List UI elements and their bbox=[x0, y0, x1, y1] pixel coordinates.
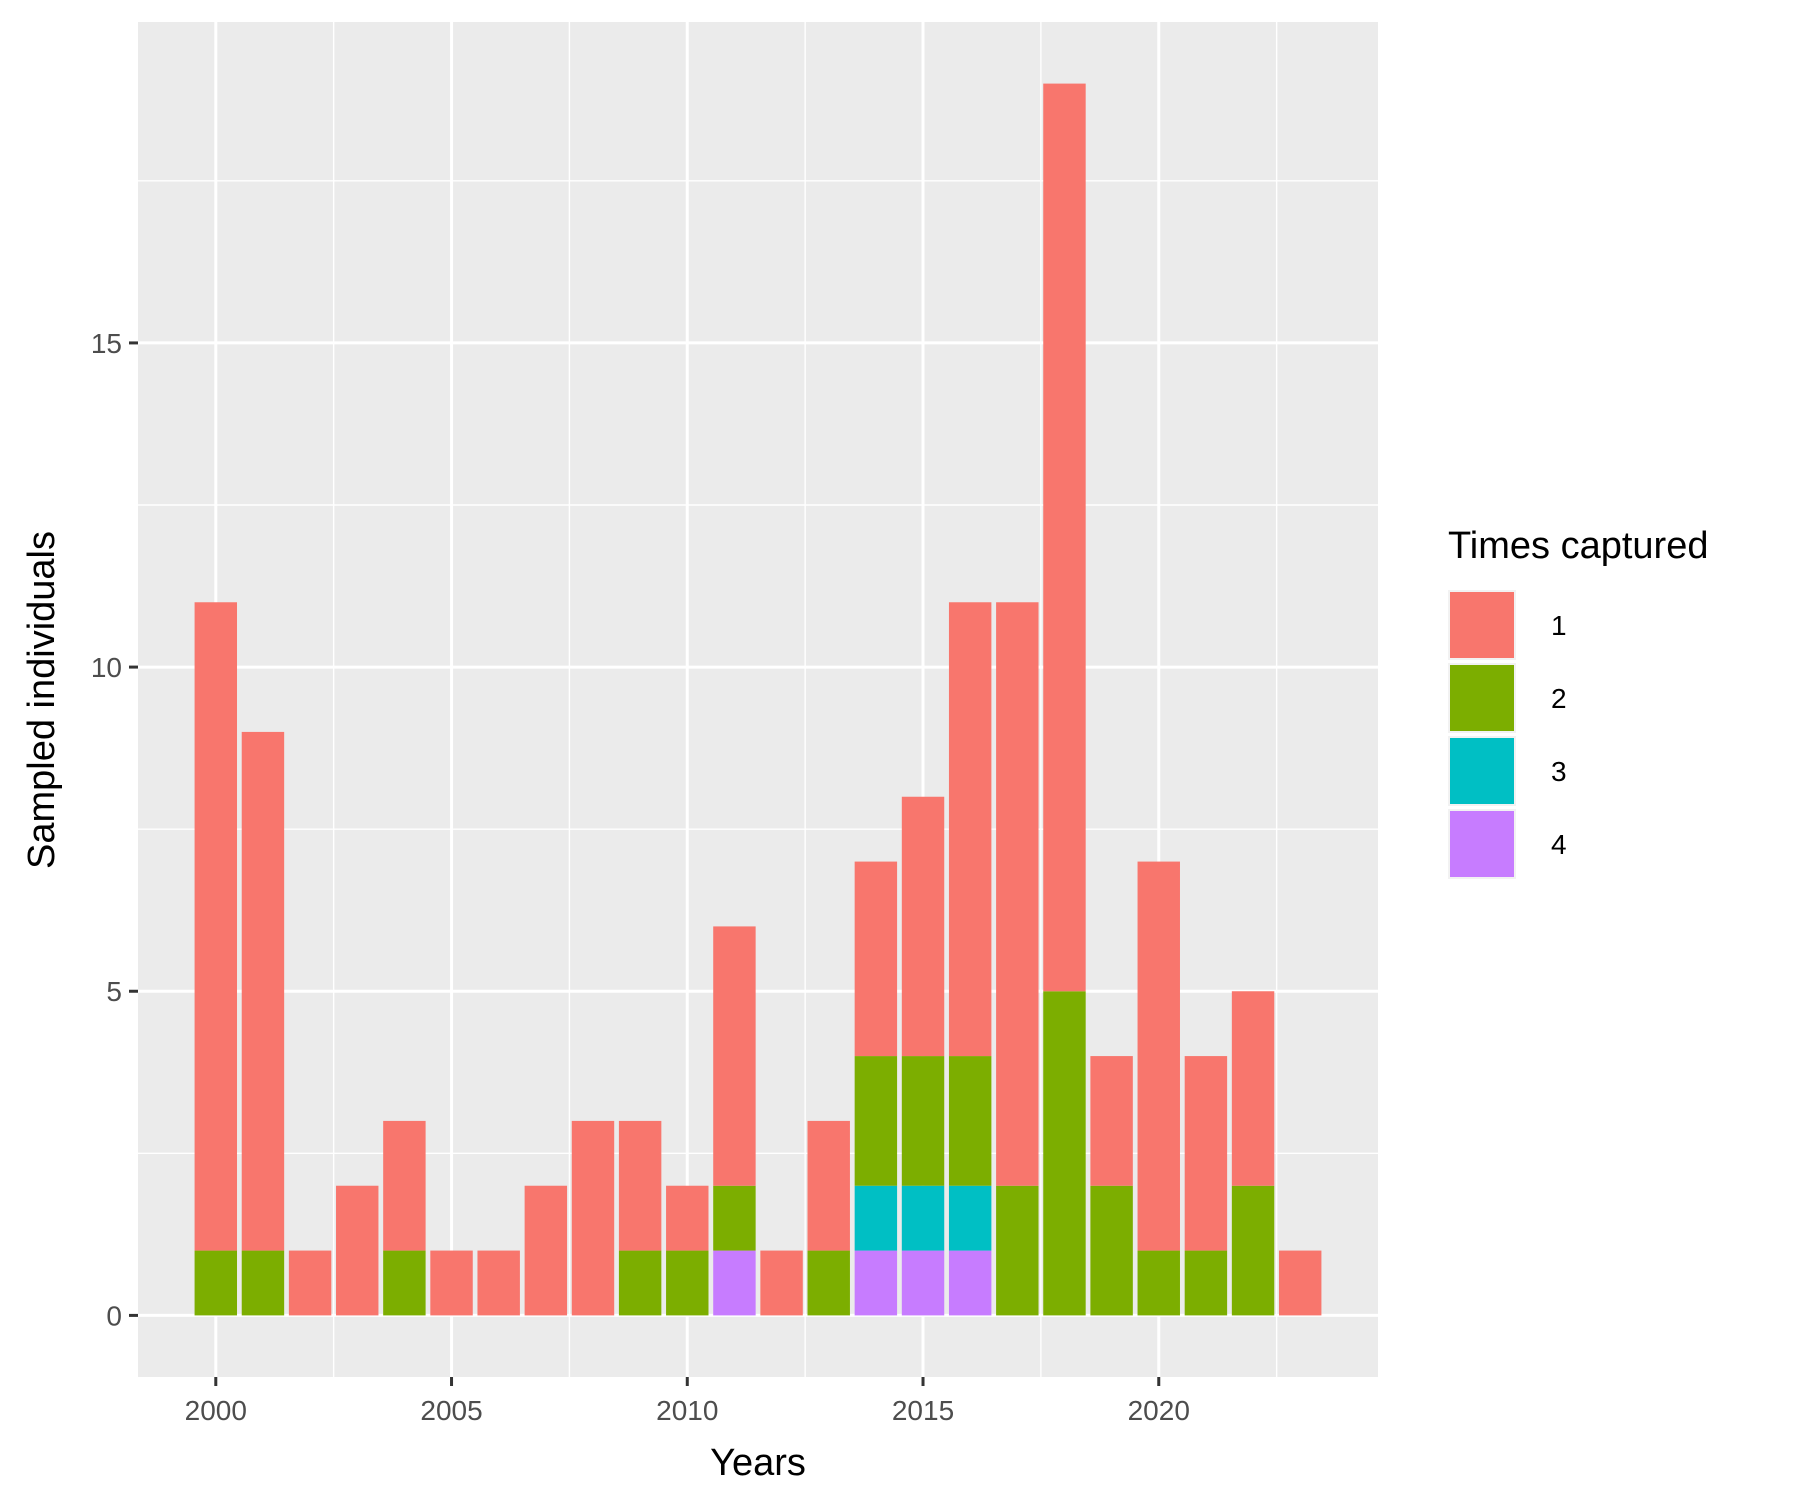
bar-segment-2016-captured-1 bbox=[948, 602, 992, 1057]
bar-segment-2016-captured-2 bbox=[948, 1056, 992, 1186]
legend-title: Times captured bbox=[1448, 525, 1708, 567]
bar-segment-2000-captured-1 bbox=[194, 602, 238, 1251]
bars bbox=[194, 83, 1322, 1316]
bar-segment-2015-captured-4 bbox=[901, 1250, 945, 1316]
bar-segment-2017-captured-1 bbox=[996, 602, 1039, 1186]
bar-segment-2011-captured-1 bbox=[713, 926, 756, 1186]
bar-segment-2014-captured-3 bbox=[854, 1185, 898, 1251]
bar-segment-2019-captured-2 bbox=[1090, 1185, 1133, 1316]
y-axis-title: Sampled individuals bbox=[21, 531, 63, 869]
y-tick-label: 15 bbox=[91, 328, 122, 359]
bar-segment-2014-captured-1 bbox=[854, 861, 898, 1057]
legend-swatch-1 bbox=[1450, 592, 1514, 658]
bar-segment-2022-captured-2 bbox=[1231, 1185, 1275, 1316]
legend-label-2: 2 bbox=[1551, 683, 1567, 714]
legend-swatch-4 bbox=[1450, 811, 1514, 877]
x-axis-ticks: 2000 2005 2010 2015 2020 bbox=[185, 1377, 1190, 1426]
x-tick-label: 2005 bbox=[420, 1395, 482, 1426]
bar-segment-2018-captured-1 bbox=[1043, 83, 1086, 992]
bar-segment-2013-captured-2 bbox=[807, 1250, 850, 1316]
bar-segment-2011-captured-2 bbox=[713, 1185, 756, 1251]
bar-segment-2020-captured-2 bbox=[1137, 1250, 1180, 1316]
minor-grid bbox=[138, 22, 1378, 1377]
bar-segment-2022-captured-1 bbox=[1231, 991, 1275, 1186]
bar-segment-2015-captured-1 bbox=[901, 796, 945, 1057]
x-tick-label: 2010 bbox=[656, 1395, 718, 1426]
bar-segment-2001-captured-1 bbox=[241, 731, 285, 1251]
bar-segment-2007-captured-1 bbox=[524, 1185, 568, 1316]
bar-segment-2023-captured-1 bbox=[1278, 1250, 1322, 1316]
bar-segment-2004-captured-2 bbox=[383, 1250, 426, 1316]
bar-segment-2000-captured-2 bbox=[194, 1250, 238, 1316]
bar-segment-2012-captured-1 bbox=[760, 1250, 803, 1316]
bar-segment-2018-captured-2 bbox=[1043, 991, 1086, 1316]
legend-label-4: 4 bbox=[1551, 829, 1567, 860]
bar-segment-2010-captured-2 bbox=[666, 1250, 709, 1316]
x-axis-title: Years bbox=[710, 1442, 806, 1484]
bar-segment-2009-captured-1 bbox=[618, 1120, 662, 1251]
legend-swatch-3 bbox=[1450, 738, 1514, 804]
bar-segment-2006-captured-1 bbox=[477, 1250, 520, 1316]
bar-segment-2016-captured-4 bbox=[948, 1250, 992, 1316]
x-tick-label: 2020 bbox=[1128, 1395, 1190, 1426]
bar-segment-2014-captured-2 bbox=[854, 1056, 898, 1186]
bar-segment-2015-captured-3 bbox=[901, 1185, 945, 1251]
bar-segment-2021-captured-2 bbox=[1184, 1250, 1228, 1316]
bar-segment-2021-captured-1 bbox=[1184, 1056, 1228, 1251]
y-tick-label: 0 bbox=[106, 1300, 122, 1331]
legend: Times captured 1 2 3 4 bbox=[1448, 525, 1708, 879]
bar-segment-2003-captured-1 bbox=[336, 1185, 379, 1316]
legend-swatch-2 bbox=[1450, 665, 1514, 731]
bar-segment-2011-captured-4 bbox=[713, 1250, 756, 1316]
bar-segment-2017-captured-2 bbox=[996, 1185, 1039, 1316]
bar-segment-2002-captured-1 bbox=[288, 1250, 332, 1316]
y-tick-label: 10 bbox=[91, 652, 122, 683]
x-tick-label: 2015 bbox=[892, 1395, 954, 1426]
bar-segment-2008-captured-1 bbox=[571, 1120, 615, 1316]
bar-segment-2001-captured-2 bbox=[241, 1250, 285, 1316]
bar-segment-2019-captured-1 bbox=[1090, 1056, 1133, 1186]
bar-segment-2013-captured-1 bbox=[807, 1120, 850, 1251]
bar-segment-2014-captured-4 bbox=[854, 1250, 898, 1316]
bar-segment-2015-captured-2 bbox=[901, 1056, 945, 1186]
y-axis-ticks: 0 5 10 15 bbox=[91, 328, 138, 1331]
bar-segment-2005-captured-1 bbox=[430, 1250, 473, 1316]
bar-segment-2020-captured-1 bbox=[1137, 861, 1180, 1251]
bar-segment-2009-captured-2 bbox=[618, 1250, 662, 1316]
y-tick-label: 5 bbox=[106, 976, 122, 1007]
bar-segment-2010-captured-1 bbox=[666, 1185, 709, 1251]
x-tick-label: 2000 bbox=[185, 1395, 247, 1426]
legend-label-1: 1 bbox=[1551, 610, 1567, 641]
legend-label-3: 3 bbox=[1551, 756, 1567, 787]
bar-segment-2004-captured-1 bbox=[383, 1120, 426, 1251]
bar-segment-2016-captured-3 bbox=[948, 1185, 992, 1251]
